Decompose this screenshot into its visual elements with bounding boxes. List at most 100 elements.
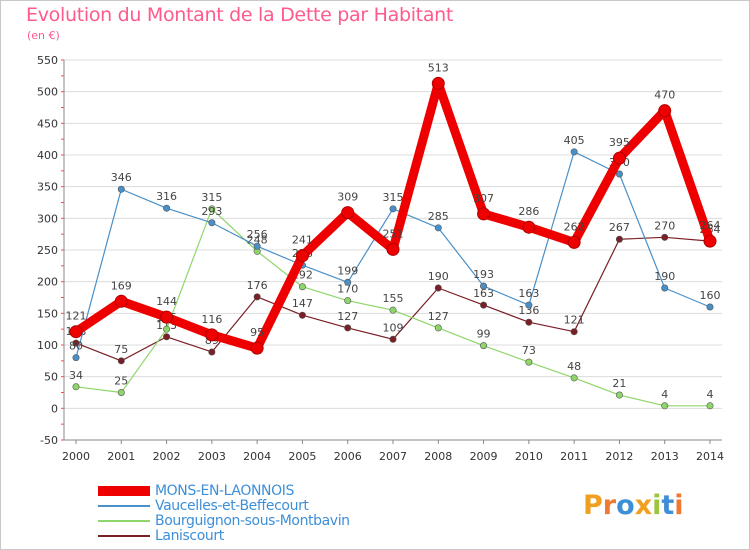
logo-letter: r [602, 490, 617, 521]
y-tick-label: 150 [37, 307, 58, 320]
data-label: 127 [337, 310, 358, 323]
y-tick-label: 550 [37, 54, 58, 67]
data-label: 127 [428, 310, 449, 323]
data-label: 315 [383, 191, 404, 204]
data-point [344, 324, 352, 332]
data-label: 147 [292, 297, 313, 310]
data-label: 395 [609, 136, 630, 149]
data-point [72, 354, 80, 362]
data-label: 80 [69, 340, 83, 353]
data-point [117, 185, 125, 193]
data-point [525, 318, 533, 326]
data-point [250, 341, 264, 355]
data-point [160, 310, 174, 324]
y-tick-label: 0 [51, 402, 58, 415]
data-label: 264 [700, 219, 721, 232]
x-tick-label: 2002 [153, 450, 181, 463]
data-label: 267 [609, 221, 630, 234]
legend-swatch [98, 486, 150, 496]
data-point [163, 204, 171, 212]
data-label: 176 [247, 279, 268, 292]
data-label: 121 [564, 314, 585, 327]
data-label: 251 [383, 227, 404, 240]
y-tick-label: 500 [37, 86, 58, 99]
data-point [298, 311, 306, 319]
data-point [434, 284, 442, 292]
data-point [706, 402, 714, 410]
x-tick-label: 2010 [515, 450, 543, 463]
x-tick-label: 2004 [243, 450, 271, 463]
y-tick-label: 250 [37, 244, 58, 257]
data-point [117, 357, 125, 365]
data-label: 285 [428, 210, 449, 223]
data-point [570, 374, 578, 382]
x-tick-label: 2014 [696, 450, 724, 463]
data-label: 256 [247, 228, 268, 241]
data-point [480, 342, 488, 350]
data-point [615, 391, 623, 399]
data-label: 4 [661, 388, 668, 401]
legend-label: Laniscourt [155, 528, 224, 544]
x-tick-label: 2000 [62, 450, 90, 463]
logo-letter: x [634, 490, 653, 521]
proxiti-logo: Proxiti [583, 490, 684, 521]
y-tick-label: 350 [37, 181, 58, 194]
data-point [615, 170, 623, 178]
y-tick-label: 50 [44, 371, 58, 384]
data-point [661, 233, 669, 241]
data-point [477, 207, 491, 221]
x-tick-label: 2008 [424, 450, 452, 463]
data-point [295, 249, 309, 263]
data-point [69, 325, 83, 339]
y-tick-label: 400 [37, 149, 58, 162]
data-point [386, 242, 400, 256]
data-point [615, 235, 623, 243]
x-tick-label: 2012 [605, 450, 633, 463]
data-label: 190 [654, 270, 675, 283]
data-point [658, 104, 672, 118]
data-point [431, 76, 445, 90]
data-point [163, 325, 171, 333]
data-point [341, 206, 355, 220]
legend-swatch [98, 535, 150, 537]
x-tick-label: 2001 [107, 450, 135, 463]
data-point [208, 205, 216, 213]
data-label: 262 [564, 220, 585, 233]
data-label: 346 [111, 171, 132, 184]
data-point [661, 402, 669, 410]
data-point [72, 383, 80, 391]
data-label: 155 [383, 292, 404, 305]
x-tick-label: 2013 [651, 450, 679, 463]
data-point [522, 220, 536, 234]
data-point [703, 234, 717, 248]
data-point [706, 303, 714, 311]
data-label: 163 [473, 287, 494, 300]
y-tick-label: 300 [37, 212, 58, 225]
data-point [298, 283, 306, 291]
data-label: 170 [337, 283, 358, 296]
logo-letter: o [616, 490, 635, 521]
data-point [344, 278, 352, 286]
data-point [612, 151, 626, 165]
data-label: 316 [156, 190, 177, 203]
logo-letter: t [661, 490, 675, 521]
data-label: 405 [564, 134, 585, 147]
data-label: 109 [383, 321, 404, 334]
data-label: 193 [473, 268, 494, 281]
legend-label: MONS-EN-LAONNOIS [155, 483, 294, 499]
y-tick-label: -50 [40, 434, 58, 447]
data-label: 48 [567, 360, 581, 373]
data-label: 95 [250, 326, 264, 339]
y-tick-label: 100 [37, 339, 58, 352]
data-label: 241 [292, 234, 313, 247]
data-label: 307 [473, 192, 494, 205]
x-tick-label: 2003 [198, 450, 226, 463]
chart-title: Evolution du Montant de la Dette par Hab… [26, 4, 454, 26]
chart-subtitle: (en €) [27, 29, 60, 42]
data-point [480, 301, 488, 309]
legend-label: Vaucelles-et-Beffecourt [155, 498, 309, 514]
data-label: 25 [114, 375, 128, 388]
data-point [570, 148, 578, 156]
data-label: 163 [518, 287, 539, 300]
